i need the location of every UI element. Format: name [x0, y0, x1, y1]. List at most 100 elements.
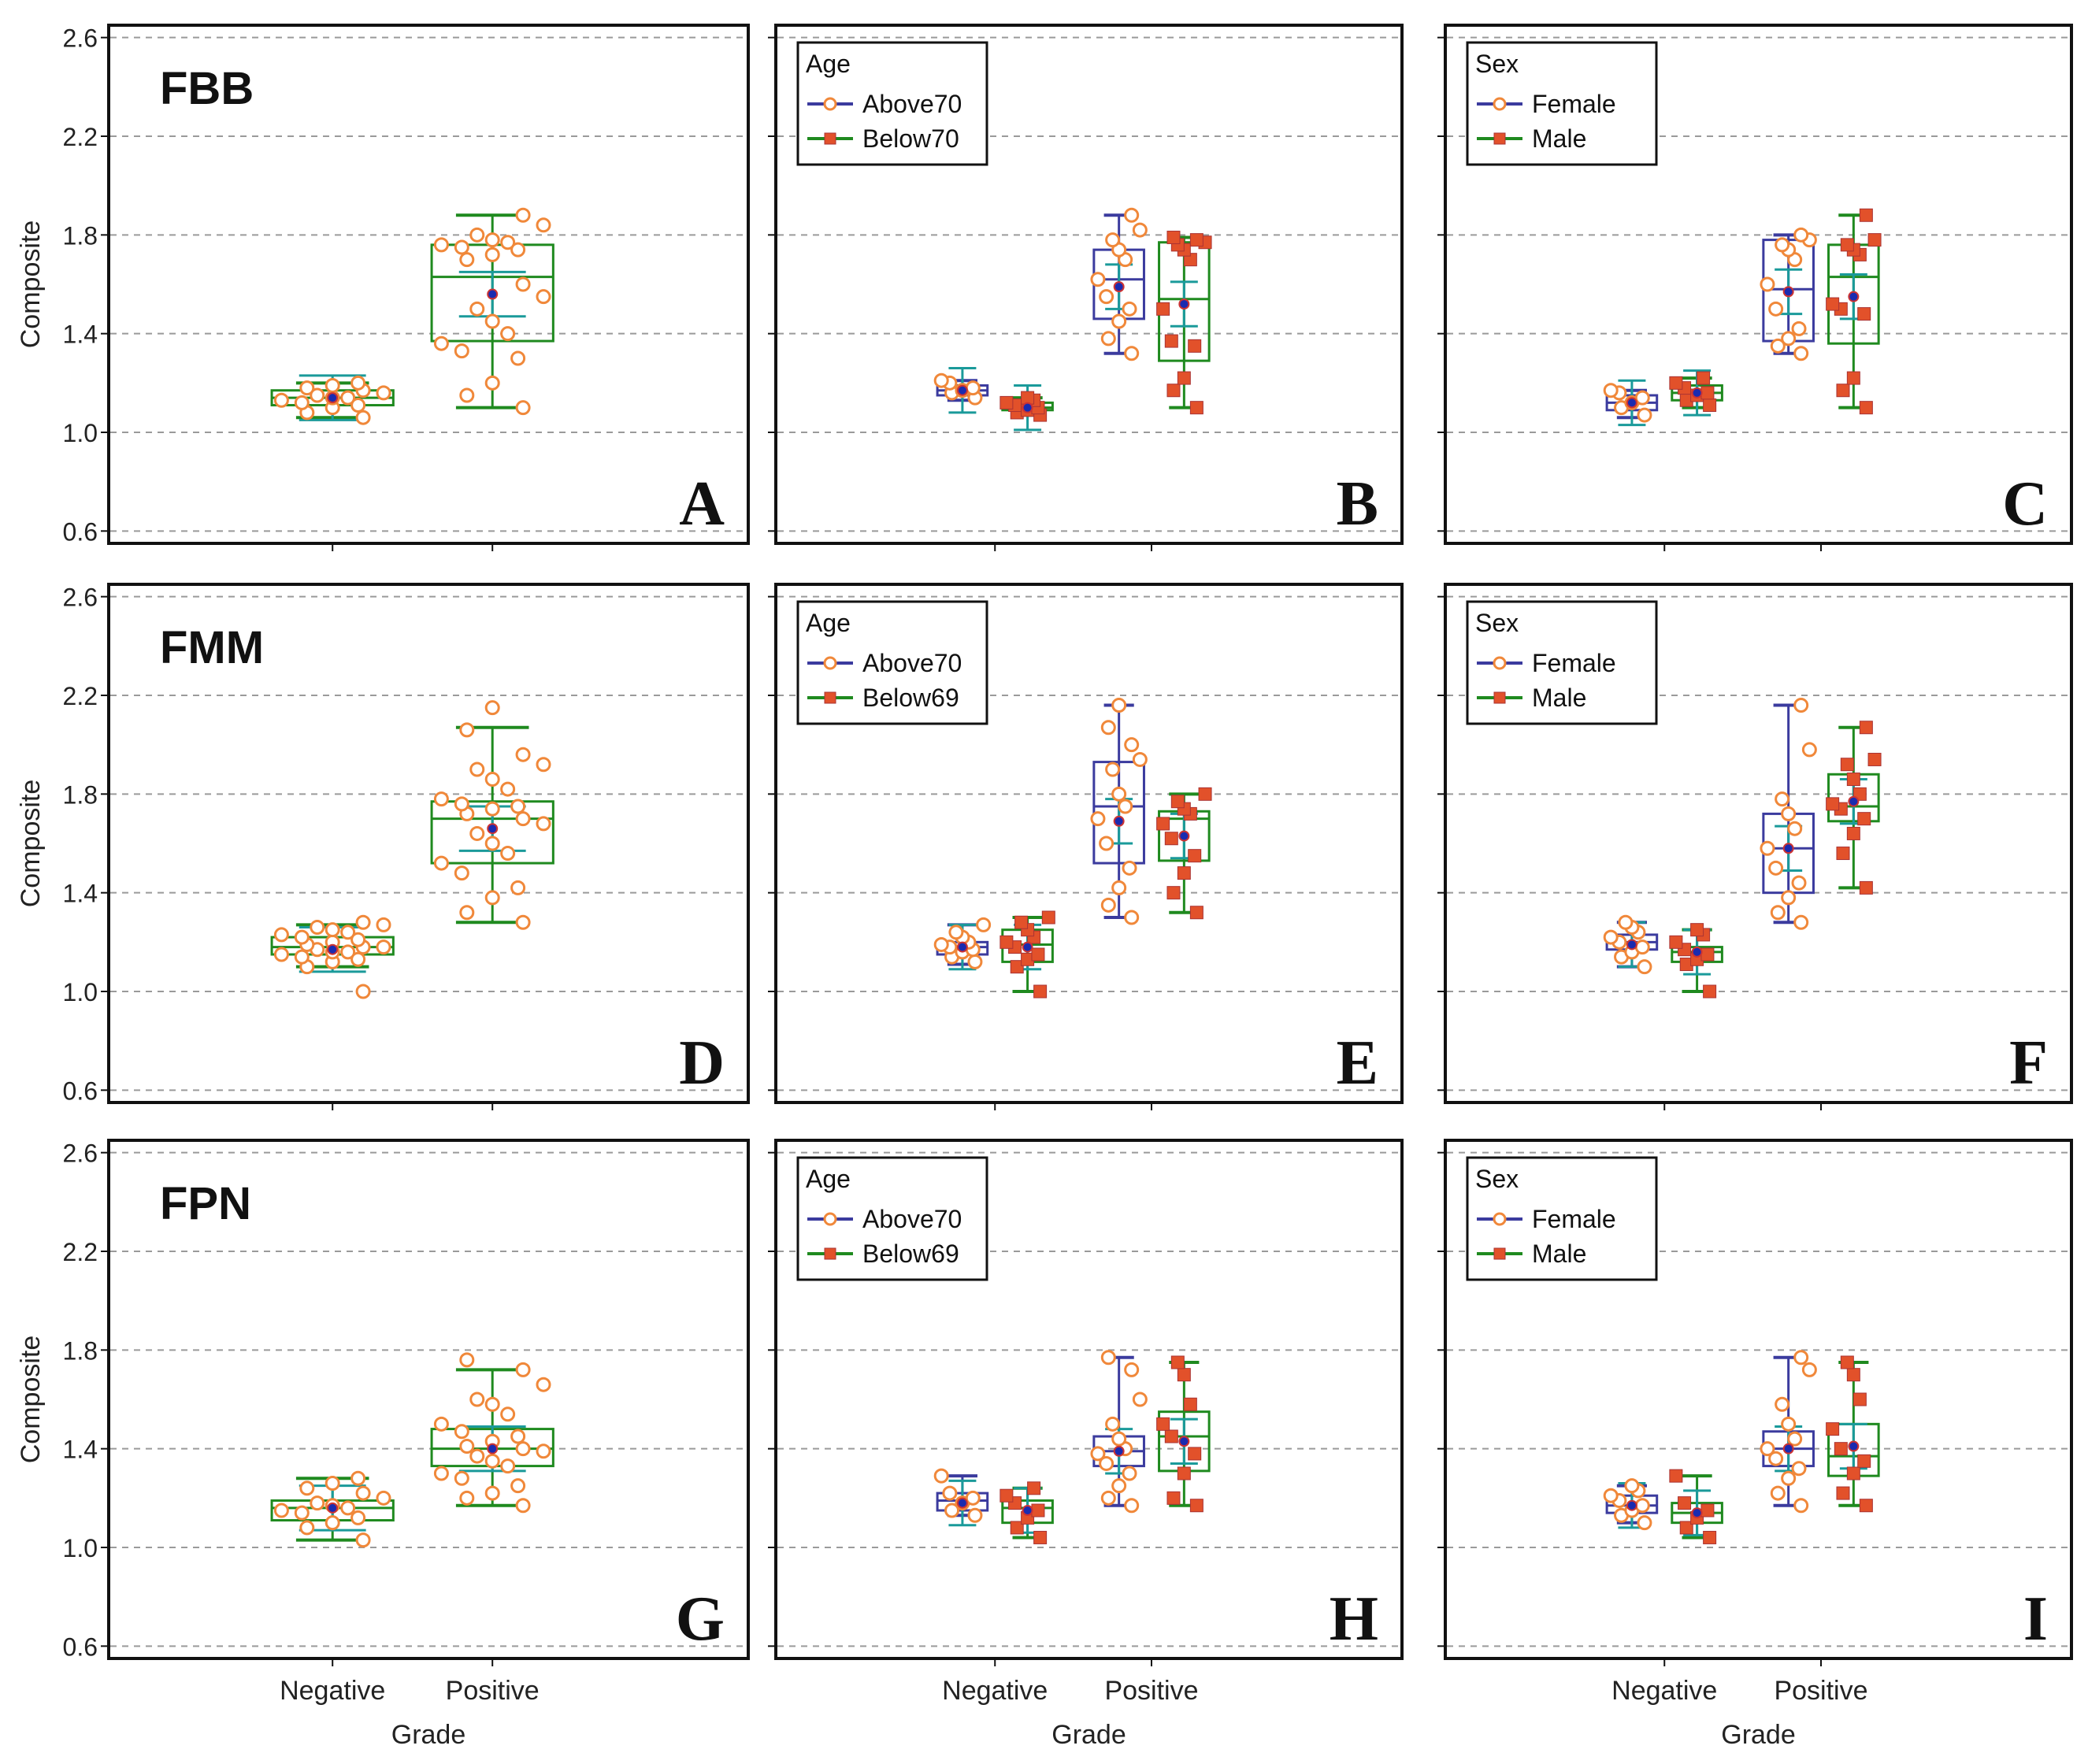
data-point — [1801, 1362, 1817, 1377]
data-point — [510, 799, 526, 814]
data-point — [1775, 791, 1790, 807]
data-point — [942, 1485, 958, 1501]
data-point — [1105, 232, 1121, 248]
data-point — [1189, 401, 1203, 415]
data-point — [1768, 860, 1784, 876]
data-point — [325, 1515, 340, 1531]
legend-title: Sex — [1475, 50, 1519, 78]
data-point — [1177, 1368, 1191, 1382]
plot-frame — [107, 583, 750, 1104]
data-point — [1826, 1422, 1840, 1436]
box-female-positive — [1760, 698, 1817, 930]
mean-marker — [956, 941, 968, 953]
data-point — [355, 914, 371, 930]
data-point — [433, 237, 449, 253]
data-point — [469, 762, 485, 777]
data-point — [433, 1466, 449, 1481]
data-point — [1099, 836, 1114, 851]
data-point — [310, 387, 325, 403]
data-point — [1124, 346, 1140, 361]
data-point — [1857, 1454, 1871, 1468]
data-point — [948, 925, 964, 940]
data-point — [1768, 301, 1784, 317]
data-point — [1760, 1441, 1775, 1457]
data-point — [484, 1485, 500, 1501]
data-point — [965, 380, 981, 396]
data-point — [515, 276, 531, 292]
data-point — [340, 944, 356, 960]
mean-marker — [1113, 281, 1125, 293]
data-point — [1857, 307, 1871, 321]
data-point — [1846, 773, 1860, 787]
data-point — [1859, 1499, 1873, 1513]
data-point — [350, 951, 366, 967]
mean-marker — [1848, 291, 1860, 302]
data-point — [1637, 1515, 1652, 1531]
mean-marker — [1782, 1443, 1794, 1455]
data-point — [1787, 821, 1803, 836]
data-point — [1791, 1461, 1807, 1477]
data-point — [1840, 758, 1854, 772]
legend-title: Sex — [1475, 1165, 1519, 1193]
data-point — [1703, 1530, 1717, 1544]
data-point — [459, 1439, 475, 1455]
data-point — [1010, 1521, 1024, 1535]
mean-marker — [1626, 1499, 1637, 1511]
legend-label: Above70 — [862, 649, 962, 677]
data-point — [294, 395, 310, 410]
y-tick-label: 1.4 — [63, 321, 98, 349]
box-male-negative — [1669, 369, 1723, 417]
x-tick-label: Positive — [446, 1676, 540, 1706]
data-point — [350, 932, 366, 947]
legend: Sex Female Male — [1466, 1156, 1658, 1281]
data-point — [299, 1480, 315, 1496]
data-point — [1760, 840, 1775, 856]
mean-marker — [1782, 843, 1794, 854]
data-point — [1124, 910, 1140, 925]
data-point — [1177, 371, 1191, 385]
box-male-negative — [1669, 923, 1723, 999]
legend-marker-filled — [1493, 691, 1506, 704]
legend-title: Age — [806, 609, 851, 637]
panel-letter: I — [2023, 1584, 2048, 1654]
data-point — [1697, 371, 1711, 385]
mean-marker — [956, 1497, 968, 1509]
data-point — [1156, 302, 1170, 316]
data-point — [340, 390, 356, 406]
data-point — [1793, 914, 1809, 930]
panel-grid: 2.6 2.2 1.8 1.4 1.0 0.6 Composite FBB A B Age Above… — [16, 24, 2073, 1750]
data-point — [1768, 1451, 1784, 1466]
data-point — [273, 927, 289, 943]
data-point — [1603, 1488, 1619, 1503]
panel-f: F Sex Female Male — [1437, 583, 2073, 1110]
data-point — [376, 939, 391, 955]
data-point — [1183, 1397, 1197, 1411]
tracer-label: FPN — [160, 1178, 251, 1229]
tracer-label: FBB — [160, 63, 254, 114]
box-below69-negative — [999, 910, 1055, 999]
data-point — [355, 984, 371, 999]
panel-h: Negative Positive Grade H Age Above70 Below69 — [768, 1139, 1404, 1750]
data-point — [1703, 984, 1717, 999]
mean-marker — [956, 384, 968, 396]
data-point — [355, 410, 371, 425]
x-axis-label: Grade — [391, 1720, 466, 1750]
data-point — [500, 326, 516, 342]
data-point — [1111, 313, 1127, 329]
panel-letter: C — [2002, 469, 2048, 539]
data-point — [484, 375, 500, 391]
data-point — [1156, 1417, 1170, 1431]
data-point — [350, 375, 366, 391]
box-all-negative — [270, 914, 395, 999]
data-point — [484, 801, 500, 817]
data-point — [1027, 1481, 1041, 1495]
data-point — [976, 917, 992, 932]
data-point — [325, 1476, 340, 1492]
data-point — [1637, 959, 1652, 975]
data-point — [1846, 1368, 1860, 1382]
panel-e: E Age Above70 Below69 — [768, 583, 1404, 1110]
data-point — [1618, 914, 1634, 930]
data-point — [484, 1453, 500, 1469]
panel-letter: H — [1330, 1584, 1378, 1654]
mean-marker — [1848, 795, 1860, 807]
